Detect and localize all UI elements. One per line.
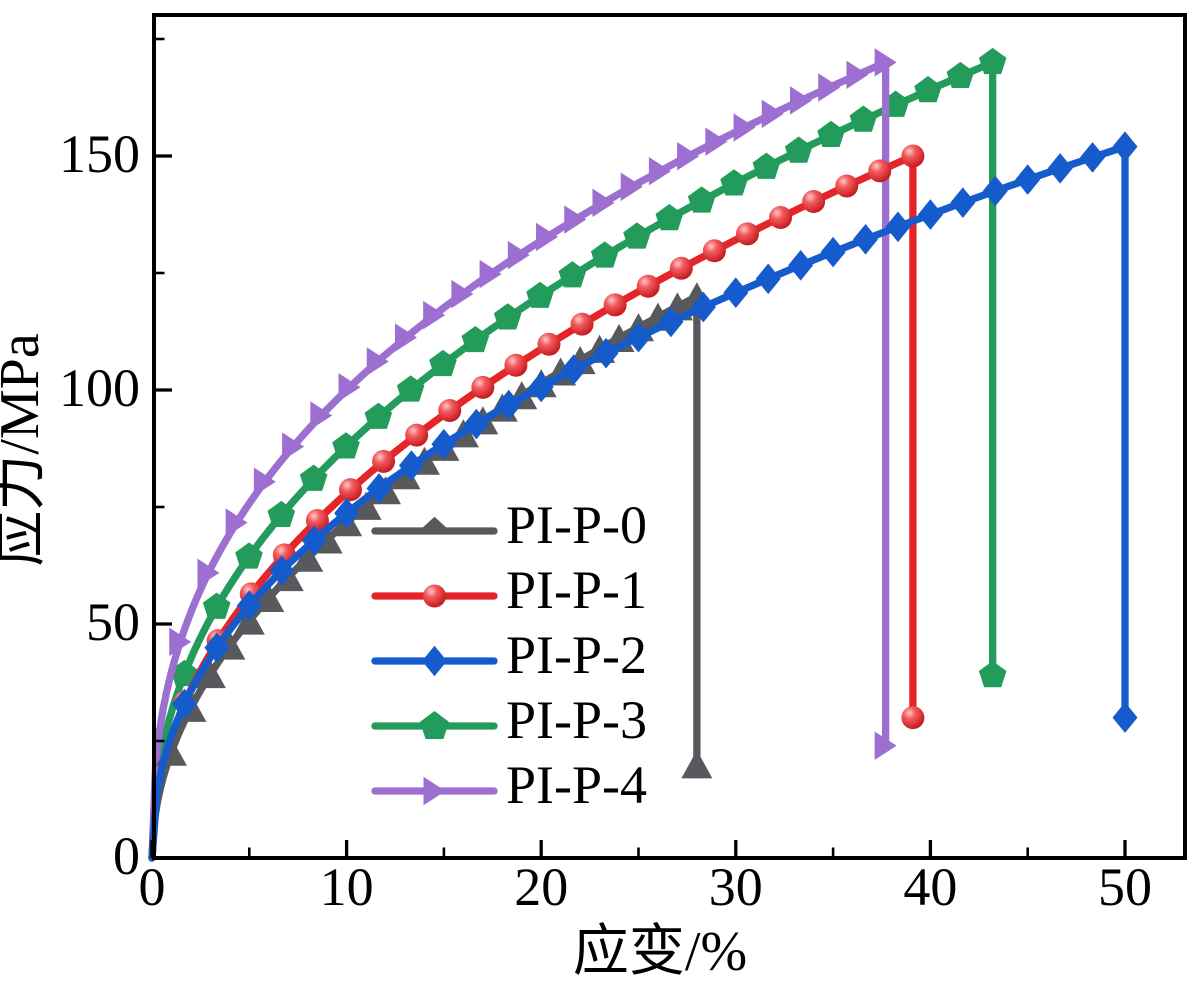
svg-text:150: 150 — [59, 124, 140, 184]
svg-text:应力/MPa: 应力/MPa — [0, 333, 51, 566]
svg-text:0: 0 — [113, 826, 140, 886]
svg-text:0: 0 — [139, 857, 166, 917]
svg-text:50: 50 — [86, 592, 140, 652]
svg-text:PI-P-3: PI-P-3 — [506, 690, 647, 750]
svg-text:PI-P-2: PI-P-2 — [506, 625, 647, 685]
svg-text:20: 20 — [514, 857, 568, 917]
svg-text:10: 10 — [320, 857, 374, 917]
svg-text:PI-P-1: PI-P-1 — [506, 560, 647, 620]
svg-text:100: 100 — [59, 358, 140, 418]
svg-text:40: 40 — [903, 857, 957, 917]
svg-text:PI-P-0: PI-P-0 — [506, 495, 647, 555]
svg-text:应变/%: 应变/% — [573, 921, 747, 983]
svg-text:PI-P-4: PI-P-4 — [506, 755, 647, 815]
svg-text:50: 50 — [1098, 857, 1152, 917]
svg-text:30: 30 — [709, 857, 763, 917]
